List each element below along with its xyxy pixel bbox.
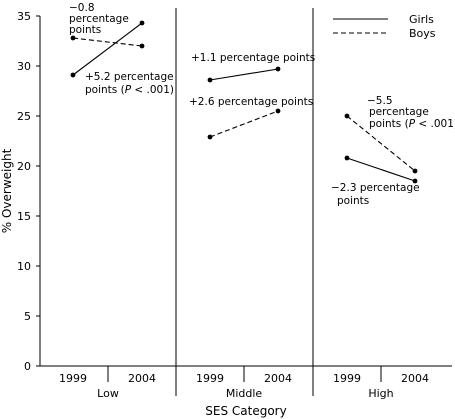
y-tick-label: 35 [17, 10, 31, 23]
x-tick-label: 2004 [264, 372, 292, 385]
x-tick-label: 1999 [196, 372, 224, 385]
x-tick-label: 1999 [333, 372, 361, 385]
annotation-low-girls: points (P < .001) [85, 84, 174, 96]
data-point-boys [70, 35, 76, 41]
x-tick-label: 2004 [128, 372, 156, 385]
series-line-girls [72, 22, 143, 76]
annotation-high-boys: points (P < .001) [369, 118, 455, 130]
legend-label-girls: Girls [409, 13, 434, 26]
data-point-girls [275, 66, 281, 72]
annotation-middle-girls: +1.1 percentage points [191, 52, 315, 64]
annotation-low-boys: points [69, 24, 101, 36]
data-point-girls [70, 72, 76, 78]
data-point-girls [412, 178, 418, 184]
x-tick-label: 2004 [401, 372, 429, 385]
data-point-boys [139, 43, 145, 49]
data-point-boys [344, 113, 350, 119]
legend-label-boys: Boys [409, 27, 436, 40]
series-line-boys [209, 110, 279, 138]
data-point-girls [344, 155, 350, 161]
data-point-girls [139, 20, 145, 26]
annotation-low-boys: −0.8 [69, 2, 95, 14]
y-tick-label: 20 [17, 160, 31, 173]
annotation-middle-boys: +2.6 percentage points [189, 96, 313, 108]
x-axis-label: SES Category [205, 404, 286, 418]
annotation-high-girls: −2.3 percentage [331, 182, 420, 194]
category-label: Middle [226, 387, 263, 400]
series-line-girls [346, 157, 416, 182]
annotation-high-boys: −5.5 [367, 95, 393, 107]
data-point-boys [412, 168, 418, 174]
annotation-high-girls: points [337, 195, 369, 207]
annotation-low-girls: +5.2 percentage [85, 71, 174, 83]
data-point-boys [207, 134, 213, 140]
category-label: High [368, 387, 393, 400]
y-tick-label: 5 [24, 310, 31, 323]
y-tick-label: 15 [17, 210, 31, 223]
y-tick-label: 30 [17, 60, 31, 73]
y-tick-label: 0 [24, 360, 31, 373]
data-point-boys [275, 108, 281, 114]
y-tick-label: 10 [17, 260, 31, 273]
category-label: Low [97, 387, 119, 400]
annotation-high-boys: percentage [369, 106, 429, 118]
y-tick-label: 25 [17, 110, 31, 123]
x-tick-label: 1999 [59, 372, 87, 385]
y-axis-label: % Overweight [0, 148, 14, 233]
series-line-girls [209, 68, 279, 81]
series-line-boys [72, 37, 143, 47]
annotation-low-boys: percentage [69, 13, 129, 25]
data-point-girls [207, 77, 213, 83]
series-line-boys [346, 115, 416, 172]
